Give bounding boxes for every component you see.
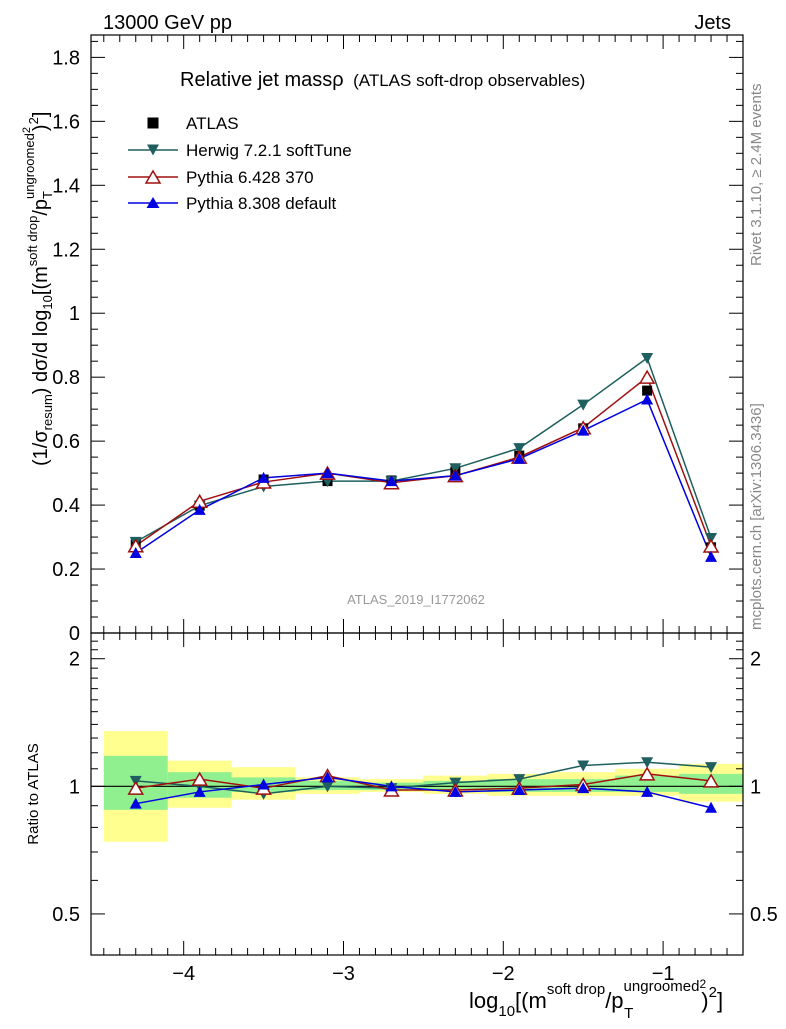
axis-ticks bbox=[91, 35, 744, 956]
ratio-y-tick-label-left: 1 bbox=[69, 776, 80, 798]
tick-labels: −4 −3 −2 −1 0 0.2 0.4 0.6 0.8 1 1.2 1.4 1.6 1.8 0.5 0.5… bbox=[52, 47, 778, 985]
ratio-point-pythia8-4 bbox=[385, 780, 398, 792]
ratio-point-pythia8-6 bbox=[513, 784, 526, 796]
main-point-pythia8-4 bbox=[385, 475, 398, 487]
ratio-point-pythia6-8 bbox=[638, 766, 656, 781]
legend-entry-atlas: ATLAS bbox=[147, 114, 239, 133]
legend-title-main: Relative jet massρ bbox=[180, 69, 344, 91]
energy-label: 13000 GeV pp bbox=[103, 12, 232, 34]
main-point-pythia6-8 bbox=[638, 369, 656, 384]
panel-frames bbox=[90, 34, 744, 956]
main-point-pythia8-9 bbox=[705, 550, 718, 562]
ratio-line-herwig bbox=[135, 761, 712, 795]
legend-entry-pythia8: Pythia 8.308 default bbox=[128, 194, 337, 213]
main-y-axis-label: (1/σresum) dσ/d log10[(msoft drop/pungro… bbox=[21, 112, 55, 466]
x-tick-label: −3 bbox=[332, 963, 355, 985]
mcplots-label: mcplots.cern.ch [arXiv:1306.3436] bbox=[748, 403, 765, 630]
ratio-line-pythia6 bbox=[135, 773, 712, 791]
series-markers bbox=[127, 352, 720, 813]
ratio-point-pythia6-0 bbox=[127, 780, 145, 795]
main-y-tick-label: 1 bbox=[69, 303, 80, 325]
ratio-point-pythia8-2 bbox=[257, 778, 270, 790]
ratio-point-pythia6-9 bbox=[702, 773, 720, 788]
main-y-tick-label: 0.8 bbox=[52, 367, 80, 389]
ratio-point-herwig-9 bbox=[705, 762, 718, 774]
ratio-line-pythia8 bbox=[135, 776, 712, 809]
legend-entry-herwig: Herwig 7.2.1 softTune bbox=[128, 141, 352, 160]
legend-label-herwig: Herwig 7.2.1 softTune bbox=[186, 141, 352, 160]
legend-entry-pythia6: Pythia 6.428 370 bbox=[128, 168, 314, 187]
process-label: Jets bbox=[694, 12, 731, 34]
legend-marker-pythia8 bbox=[146, 197, 160, 208]
ratio-y-tick-label-right: 1 bbox=[750, 776, 761, 798]
main-point-herwig-9 bbox=[705, 533, 718, 545]
main-point-pythia8-1 bbox=[193, 503, 206, 515]
ratio-y-tick-label-left: 0.5 bbox=[52, 904, 80, 926]
main-y-tick-label: 0.4 bbox=[52, 495, 80, 517]
ratio-point-herwig-3 bbox=[321, 781, 334, 793]
legend-marker-herwig bbox=[147, 144, 159, 156]
legend-label-pythia8: Pythia 8.308 default bbox=[186, 194, 337, 213]
main-point-pythia8-8 bbox=[641, 393, 654, 405]
main-y-tick-label: 1.6 bbox=[52, 111, 80, 133]
main-point-pythia8-6 bbox=[513, 452, 526, 464]
ratio-panel-frame bbox=[90, 632, 744, 956]
x-tick-label: −2 bbox=[492, 963, 515, 985]
main-point-atlas-8 bbox=[642, 385, 653, 396]
main-point-pythia8-3 bbox=[321, 467, 334, 479]
series-lines bbox=[135, 356, 712, 809]
ratio-y-axis-label: Ratio to ATLAS bbox=[25, 743, 42, 844]
main-point-pythia8-7 bbox=[577, 424, 590, 436]
ratio-point-pythia8-8 bbox=[641, 785, 654, 797]
ratio-point-pythia8-7 bbox=[577, 782, 590, 794]
main-line-pythia6 bbox=[135, 375, 712, 547]
legend-label-atlas: ATLAS bbox=[186, 114, 239, 133]
ratio-point-pythia8-3 bbox=[321, 771, 334, 783]
ratio-point-pythia8-1 bbox=[193, 785, 206, 797]
rivet-label: Rivet 3.1.10, ≥ 2.4M events bbox=[748, 84, 765, 267]
ratio-point-herwig-7 bbox=[577, 760, 590, 772]
main-point-pythia8-2 bbox=[257, 471, 270, 483]
legend-label-pythia6: Pythia 6.428 370 bbox=[186, 168, 314, 187]
ratio-point-pythia6-1 bbox=[191, 771, 208, 786]
main-y-tick-label: 0.2 bbox=[52, 559, 80, 581]
main-line-pythia8 bbox=[135, 398, 712, 558]
main-point-herwig-7 bbox=[577, 399, 590, 411]
ratio-point-pythia8-9 bbox=[705, 801, 718, 813]
ratio-y-tick-label-right: 2 bbox=[750, 649, 761, 671]
main-y-tick-label: 1.8 bbox=[52, 47, 80, 69]
analysis-watermark: ATLAS_2019_I1772062 bbox=[347, 592, 485, 607]
main-y-tick-label: 0.6 bbox=[52, 431, 80, 453]
main-y-tick-label: 1.4 bbox=[52, 175, 80, 197]
svg-text:(1/σresum) dσ/d log10[(msoft d: (1/σresum) dσ/d log10[(msoft drop/pungro… bbox=[21, 112, 55, 466]
legend-title: Relative jet massρ (ATLAS soft-drop obse… bbox=[180, 69, 585, 91]
ratio-y-tick-label-right: 0.5 bbox=[750, 904, 778, 926]
main-point-pythia8-0 bbox=[129, 547, 142, 559]
legend: ATLAS Herwig 7.2.1 softTune Pythia 6.428… bbox=[128, 114, 352, 213]
legend-marker-atlas bbox=[147, 117, 159, 129]
ratio-y-tick-label-left: 2 bbox=[69, 649, 80, 671]
main-point-herwig-6 bbox=[513, 443, 526, 455]
x-tick-label: −4 bbox=[172, 963, 195, 985]
main-point-herwig-8 bbox=[641, 352, 654, 364]
ratio-point-pythia8-0 bbox=[129, 797, 142, 809]
ratio-point-herwig-8 bbox=[641, 757, 654, 769]
ratio-point-pythia8-5 bbox=[449, 785, 462, 797]
main-point-pythia8-5 bbox=[449, 469, 462, 481]
x-tick-label: −1 bbox=[652, 963, 675, 985]
main-y-tick-label: 1.2 bbox=[52, 239, 80, 261]
ratio-band-inner-8 bbox=[615, 775, 680, 792]
legend-title-sub: (ATLAS soft-drop observables) bbox=[353, 71, 585, 90]
legend-marker-pythia6 bbox=[144, 169, 162, 184]
ratio-point-herwig-6 bbox=[513, 774, 526, 786]
main-line-herwig bbox=[135, 356, 712, 543]
main-y-tick-label: 0 bbox=[69, 623, 80, 645]
